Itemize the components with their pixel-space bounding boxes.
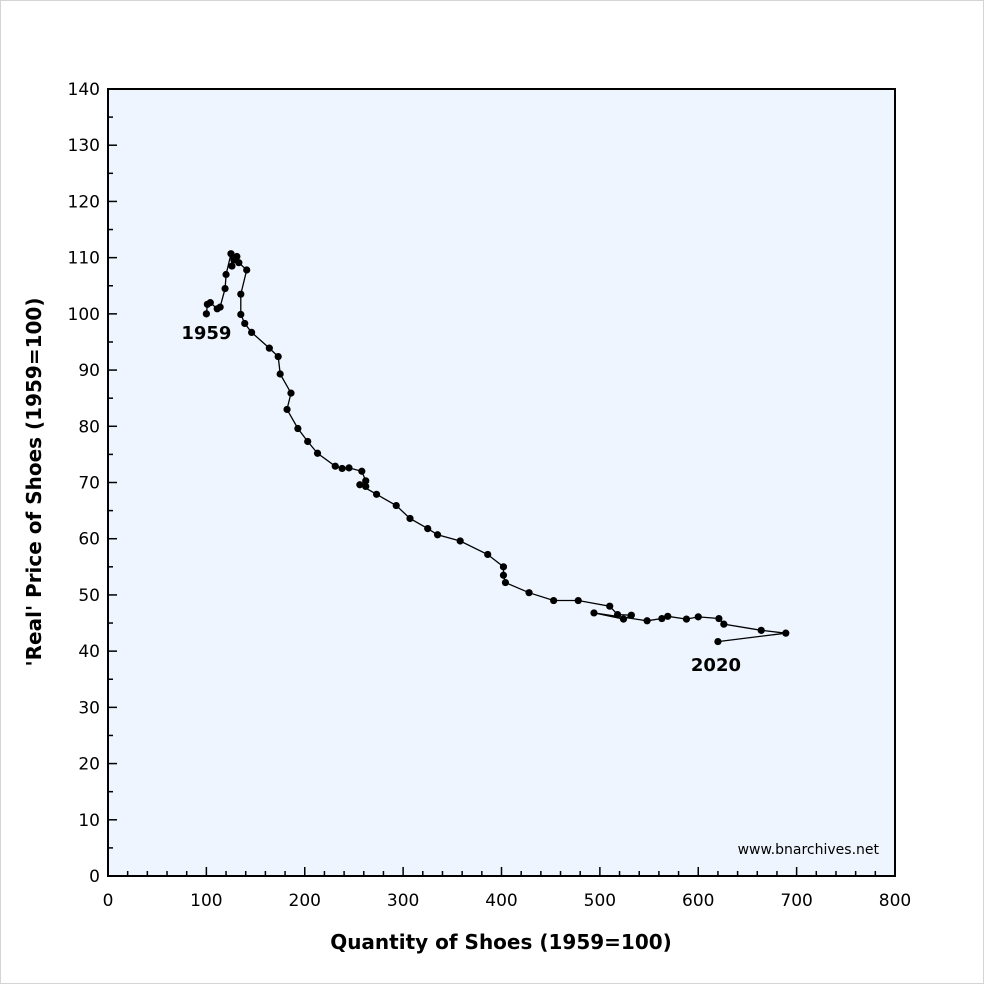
plot-area bbox=[108, 89, 895, 876]
x-tick-label: 600 bbox=[682, 891, 714, 911]
x-tick-label: 100 bbox=[190, 891, 222, 911]
data-point bbox=[304, 437, 312, 446]
y-axis-title: 'Real' Price of Shoes (1959=100) bbox=[22, 298, 46, 667]
data-point bbox=[265, 344, 273, 352]
data-point bbox=[590, 609, 598, 617]
data-point bbox=[362, 477, 370, 485]
y-tick-label: 10 bbox=[78, 811, 100, 831]
data-point bbox=[358, 467, 366, 475]
plot-border bbox=[107, 88, 896, 877]
data-point bbox=[499, 563, 508, 571]
data-point bbox=[720, 620, 728, 628]
data-point bbox=[331, 462, 339, 470]
y-tick-label: 30 bbox=[78, 698, 100, 718]
y-tick-label: 140 bbox=[68, 80, 100, 100]
data-point bbox=[227, 250, 235, 258]
data-point bbox=[714, 637, 722, 646]
data-point bbox=[574, 596, 582, 605]
data-point bbox=[613, 611, 622, 619]
data-point bbox=[222, 270, 230, 279]
data-point bbox=[276, 370, 284, 378]
data-point bbox=[216, 303, 224, 311]
data-point bbox=[287, 389, 295, 397]
data-point bbox=[228, 262, 236, 270]
x-tick-label: 0 bbox=[103, 891, 114, 911]
year-annotation: 1959 bbox=[181, 323, 231, 344]
x-tick-label: 500 bbox=[584, 891, 616, 911]
data-point bbox=[345, 464, 353, 472]
y-tick-label: 90 bbox=[78, 361, 100, 381]
y-tick-label: 120 bbox=[68, 192, 100, 212]
y-tick-label: 20 bbox=[78, 755, 100, 775]
data-point bbox=[248, 328, 256, 337]
y-tick-label: 100 bbox=[68, 305, 100, 325]
x-tick-label: 400 bbox=[485, 891, 517, 911]
y-tick-label: 80 bbox=[78, 417, 100, 437]
data-point bbox=[682, 615, 691, 623]
source-note: www.bnarchives.net bbox=[738, 842, 880, 858]
y-tick-label: 70 bbox=[78, 474, 100, 494]
y-tick-label: 60 bbox=[78, 530, 100, 550]
annotations: 1959 2020 bbox=[181, 323, 741, 676]
data-point bbox=[484, 550, 492, 559]
data-point bbox=[501, 578, 510, 587]
data-points bbox=[202, 250, 790, 646]
data-point bbox=[424, 524, 432, 533]
data-point bbox=[406, 514, 414, 523]
y-tick-label: 130 bbox=[68, 136, 100, 156]
data-point bbox=[237, 310, 245, 319]
data-point bbox=[206, 299, 214, 307]
data-point bbox=[274, 352, 282, 361]
data-point bbox=[283, 405, 291, 414]
data-point bbox=[313, 449, 322, 457]
data-point bbox=[294, 424, 302, 433]
data-point bbox=[456, 537, 464, 545]
data-point bbox=[627, 611, 635, 619]
data-point bbox=[643, 617, 651, 625]
data-point bbox=[241, 319, 249, 328]
x-tick-label: 800 bbox=[879, 891, 911, 911]
data-point bbox=[606, 602, 614, 610]
x-tick-label: 300 bbox=[387, 891, 419, 911]
data-point bbox=[664, 612, 672, 620]
data-point bbox=[499, 571, 508, 579]
y-tick-label: 0 bbox=[89, 867, 100, 887]
data-point bbox=[237, 290, 245, 298]
data-point bbox=[525, 589, 533, 597]
data-point bbox=[619, 615, 628, 623]
year-annotation: 2020 bbox=[691, 655, 741, 676]
data-point bbox=[221, 284, 229, 293]
data-point bbox=[715, 614, 723, 623]
data-point bbox=[362, 482, 370, 491]
data-point bbox=[235, 259, 243, 267]
data-point bbox=[372, 490, 381, 498]
data-point bbox=[757, 626, 765, 634]
x-tick-label: 700 bbox=[780, 891, 812, 911]
data-point bbox=[550, 596, 558, 605]
y-tick-label: 40 bbox=[78, 642, 100, 662]
y-tick-label: 110 bbox=[68, 249, 100, 269]
y-tick-label: 50 bbox=[78, 586, 100, 606]
data-point bbox=[433, 531, 442, 539]
tick-labels: 0 100 200 300 400 500 600 700 800 0 10 20 30 40 50 60 70… bbox=[68, 80, 912, 911]
data-point bbox=[782, 629, 790, 637]
data-point bbox=[243, 266, 251, 274]
x-tick-label: 200 bbox=[289, 891, 321, 911]
data-point bbox=[202, 310, 210, 318]
data-point bbox=[392, 501, 400, 510]
data-point bbox=[694, 613, 702, 621]
x-axis-title: Quantity of Shoes (1959=100) bbox=[330, 930, 672, 954]
data-point bbox=[233, 252, 241, 261]
data-point bbox=[356, 481, 364, 489]
data-point bbox=[658, 614, 666, 623]
data-point bbox=[338, 464, 346, 473]
